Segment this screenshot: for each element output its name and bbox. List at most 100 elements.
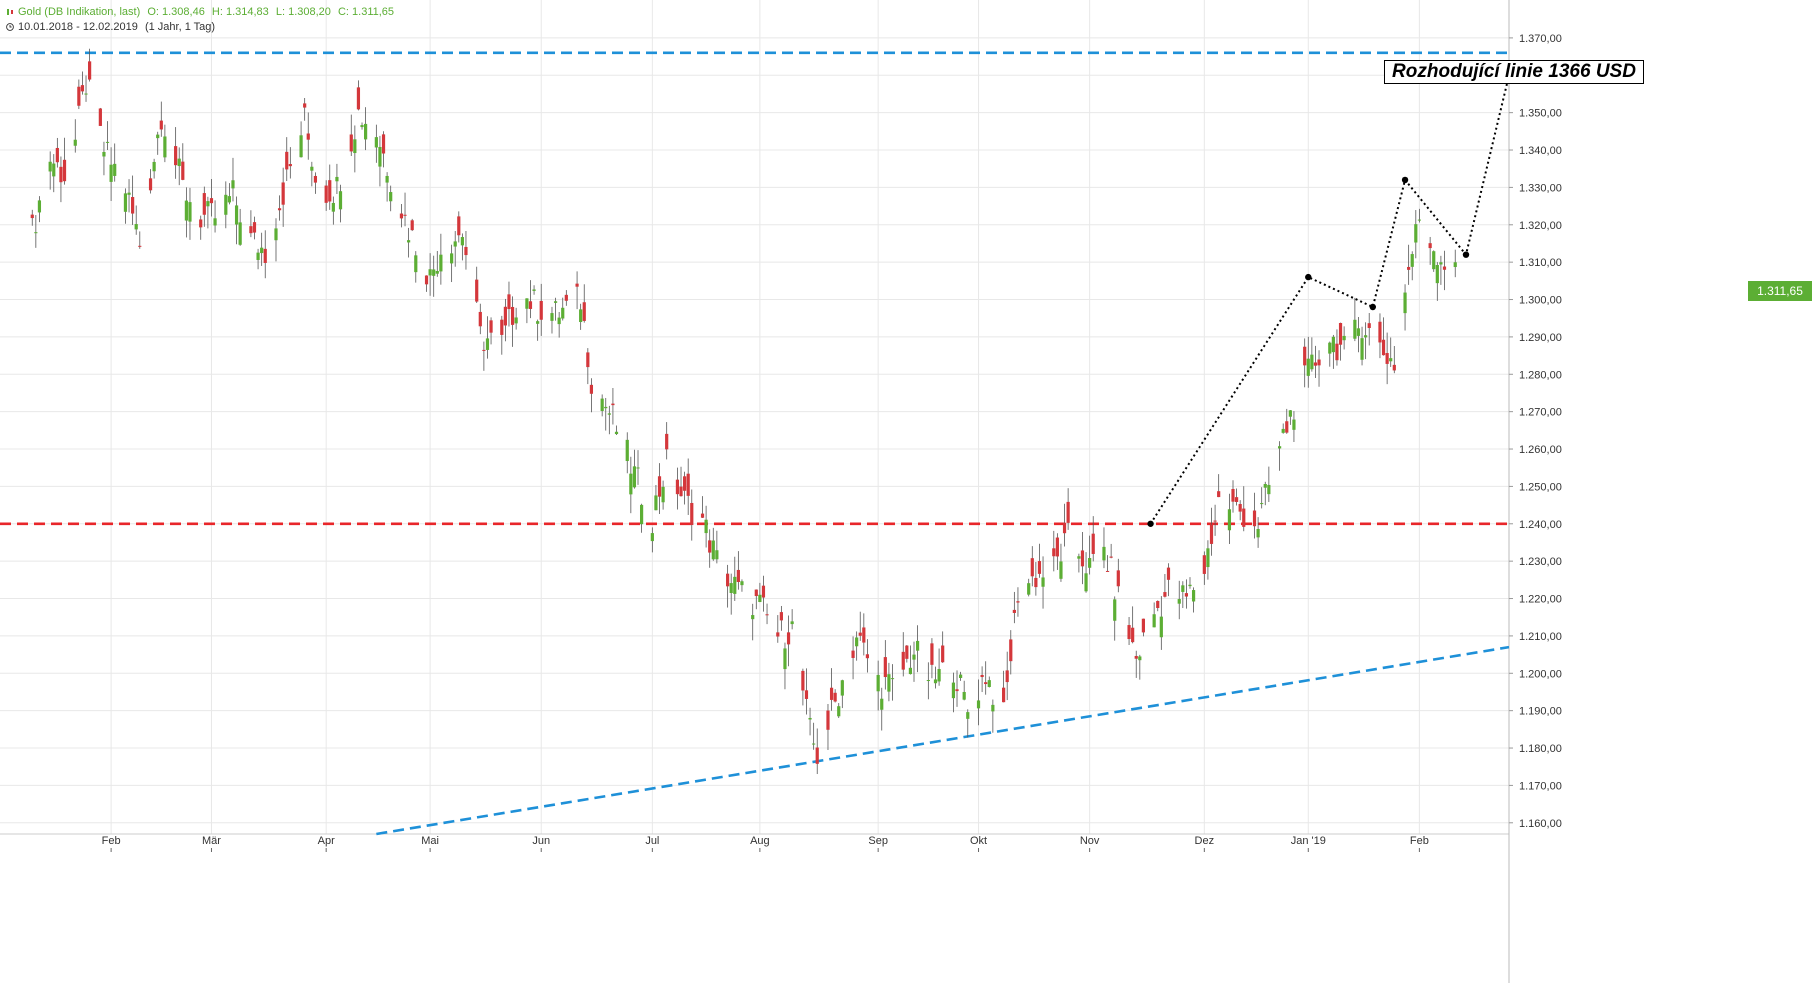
candle-body-up — [790, 621, 794, 625]
candle — [683, 471, 687, 505]
candle-body-down — [980, 674, 984, 678]
projection-point — [1147, 520, 1154, 527]
candle — [464, 230, 468, 270]
candle — [733, 556, 737, 601]
candle — [926, 662, 930, 700]
candle — [1016, 587, 1020, 617]
candle-body-down — [801, 670, 805, 691]
candle-body-down — [708, 540, 712, 553]
candle — [1407, 244, 1411, 285]
candle — [134, 205, 138, 235]
candle-body-up — [751, 615, 755, 620]
candle — [607, 405, 611, 435]
candle — [611, 388, 615, 425]
candle-body-down — [457, 216, 461, 236]
candle — [1263, 481, 1267, 506]
candle — [127, 179, 131, 213]
candle-body-down — [589, 384, 594, 394]
candle-body-up — [378, 146, 382, 167]
candle — [686, 458, 690, 515]
candle — [840, 679, 844, 709]
candle — [729, 573, 733, 615]
candle-body-up — [733, 576, 737, 594]
candle — [174, 127, 178, 179]
candle — [625, 432, 629, 474]
projection-point — [1369, 303, 1376, 311]
y-tick-label: 1.370,00 — [1519, 33, 1562, 45]
candle — [34, 215, 38, 248]
candle — [1360, 326, 1364, 366]
candle — [1184, 579, 1189, 609]
candle — [1435, 262, 1439, 301]
candle — [955, 670, 959, 707]
candle — [1080, 532, 1085, 585]
candle-body-up — [152, 161, 156, 172]
candle — [478, 303, 482, 335]
candle-body-down — [381, 134, 386, 154]
candle-body-down — [1034, 577, 1038, 588]
candle-body-up — [880, 698, 884, 710]
high-value: H: 1.314,83 — [211, 6, 269, 18]
chart-grid — [0, 0, 1509, 834]
candle — [1181, 581, 1185, 609]
candle-body-down — [1313, 362, 1318, 366]
candle — [1238, 500, 1242, 521]
candle-body-up — [1310, 354, 1314, 370]
candle — [1410, 251, 1414, 281]
candle-body-down — [399, 213, 404, 219]
candle — [1202, 551, 1206, 585]
candle — [109, 147, 113, 202]
candle — [639, 503, 644, 533]
candle-body-down — [1116, 570, 1120, 587]
projection-point — [1305, 273, 1312, 281]
candle — [976, 679, 981, 726]
candle-body-up — [1364, 335, 1368, 338]
candle — [1442, 250, 1447, 291]
candle-body-up — [758, 594, 762, 603]
projection-line — [1149, 60, 1514, 525]
candle — [761, 575, 766, 612]
candle — [704, 505, 708, 548]
candle-body-up — [206, 201, 210, 207]
candle — [654, 485, 658, 511]
candle — [812, 722, 816, 750]
candle — [1213, 504, 1217, 536]
candle-body-down — [475, 279, 479, 302]
candle — [987, 676, 991, 688]
candle — [1059, 543, 1063, 582]
candle — [105, 121, 110, 150]
projection-point — [1462, 251, 1470, 258]
candle-icon — [7, 9, 13, 15]
candle-body-up — [1432, 251, 1436, 270]
instrument-name: Gold (DB Indikation, last) — [18, 6, 141, 18]
candle — [1191, 587, 1196, 613]
candle-body-up — [274, 228, 278, 241]
candle-body-down — [356, 87, 361, 110]
candle-body-down — [786, 632, 791, 645]
y-tick-label: 1.230,00 — [1519, 556, 1562, 568]
candle — [1453, 249, 1457, 278]
candle-body-up — [561, 307, 565, 319]
candle — [1317, 350, 1321, 387]
candle-body-down — [30, 214, 34, 219]
candle-body-up — [614, 431, 619, 435]
candle — [1116, 558, 1120, 593]
candle-body-down — [779, 612, 783, 621]
y-tick-label: 1.260,00 — [1519, 444, 1562, 456]
candle-body-up — [1453, 262, 1457, 268]
candle — [1403, 284, 1407, 331]
y-tick-label: 1.240,00 — [1519, 519, 1562, 531]
y-tick-label: 1.340,00 — [1519, 145, 1562, 157]
candle — [37, 196, 42, 223]
candle — [1102, 527, 1106, 569]
candle-body-up — [1077, 556, 1081, 559]
candle-body-down — [1367, 323, 1371, 328]
candle — [1163, 573, 1167, 598]
candle-body-down — [883, 657, 887, 678]
candle — [1328, 341, 1332, 367]
candle — [299, 121, 303, 158]
candle-body-down — [181, 161, 185, 180]
candle-body-up — [231, 180, 235, 189]
candle — [1313, 345, 1318, 379]
y-tick-label: 1.170,00 — [1519, 780, 1562, 792]
